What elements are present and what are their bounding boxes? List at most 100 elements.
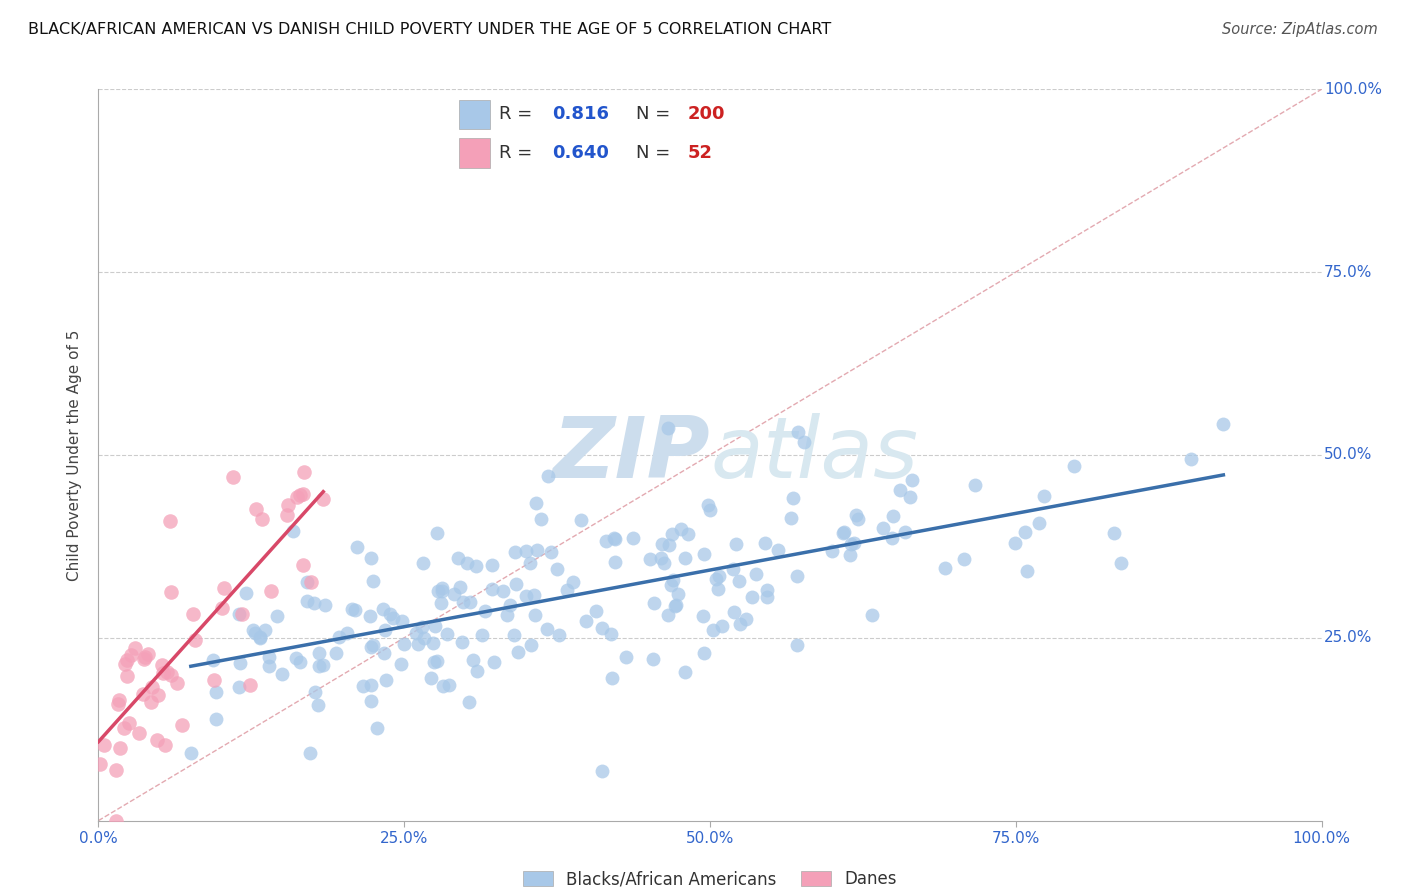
Point	[735, 612, 758, 626]
Point	[821, 544, 844, 558]
Point	[664, 599, 686, 613]
Point	[614, 650, 637, 665]
Point	[650, 550, 672, 565]
Point	[277, 498, 299, 512]
Point	[603, 532, 626, 546]
Point	[496, 608, 519, 623]
Point	[212, 581, 235, 595]
Point	[458, 595, 481, 609]
Point	[603, 531, 626, 545]
Point	[591, 621, 613, 635]
Text: 200: 200	[688, 105, 725, 123]
Text: 25.0%: 25.0%	[1324, 631, 1372, 645]
Point	[259, 659, 281, 673]
Point	[845, 508, 868, 522]
Point	[666, 587, 689, 601]
Point	[295, 574, 318, 589]
Point	[366, 722, 388, 736]
Point	[724, 536, 747, 550]
Point	[249, 630, 271, 644]
Point	[1014, 525, 1036, 540]
Point	[661, 573, 683, 587]
Point	[183, 633, 205, 648]
Point	[374, 623, 396, 637]
Point	[336, 626, 359, 640]
Text: N =: N =	[636, 145, 682, 162]
Point	[456, 556, 478, 570]
Point	[676, 527, 699, 541]
Point	[291, 486, 314, 500]
Point	[600, 627, 623, 641]
Point	[530, 512, 553, 526]
Point	[898, 490, 921, 504]
Point	[426, 526, 449, 541]
Point	[692, 609, 714, 624]
Point	[114, 657, 136, 671]
Point	[793, 435, 815, 450]
Point	[105, 814, 128, 828]
Point	[515, 589, 537, 603]
Point	[259, 584, 281, 599]
Point	[643, 652, 665, 666]
Point	[782, 491, 804, 506]
Point	[118, 716, 141, 731]
Point	[842, 535, 865, 549]
Point	[93, 739, 115, 753]
Point	[204, 712, 226, 726]
Point	[786, 638, 808, 652]
Point	[491, 583, 513, 598]
Point	[229, 657, 252, 671]
Point	[115, 669, 138, 683]
Point	[704, 573, 727, 587]
Text: 100.0%: 100.0%	[1324, 82, 1382, 96]
Point	[780, 511, 803, 525]
Point	[436, 627, 458, 641]
Point	[211, 601, 233, 615]
Point	[657, 421, 679, 435]
Point	[839, 536, 862, 550]
Point	[344, 603, 367, 617]
Point	[894, 525, 917, 540]
Point	[1063, 459, 1085, 474]
Point	[426, 654, 449, 668]
Point	[693, 646, 716, 660]
Y-axis label: Child Poverty Under the Age of 5: Child Poverty Under the Age of 5	[67, 329, 83, 581]
Point	[432, 584, 454, 599]
Point	[150, 657, 173, 672]
Point	[228, 607, 250, 622]
Point	[405, 626, 427, 640]
Point	[166, 676, 188, 690]
Point	[371, 601, 394, 615]
Text: Source: ZipAtlas.com: Source: ZipAtlas.com	[1222, 22, 1378, 37]
Point	[295, 594, 318, 608]
Point	[952, 552, 974, 566]
FancyBboxPatch shape	[460, 138, 491, 168]
Point	[697, 498, 720, 512]
Point	[139, 694, 162, 708]
Point	[575, 615, 598, 629]
Point	[449, 581, 471, 595]
Point	[412, 556, 434, 570]
Point	[423, 655, 446, 669]
Point	[132, 687, 155, 701]
Point	[699, 503, 721, 517]
Point	[112, 721, 135, 735]
Point	[481, 558, 503, 572]
Point	[464, 559, 486, 574]
Point	[520, 638, 543, 652]
Point	[755, 583, 778, 598]
Point	[128, 726, 150, 740]
Point	[205, 685, 228, 699]
Point	[745, 567, 768, 582]
Point	[711, 618, 734, 632]
Point	[360, 551, 382, 566]
Point	[253, 623, 276, 637]
Point	[430, 581, 453, 595]
Point	[963, 477, 986, 491]
Point	[465, 664, 488, 678]
Point	[374, 673, 396, 688]
Point	[675, 550, 697, 565]
Point	[312, 492, 335, 507]
Point	[281, 524, 304, 538]
Point	[505, 576, 527, 591]
